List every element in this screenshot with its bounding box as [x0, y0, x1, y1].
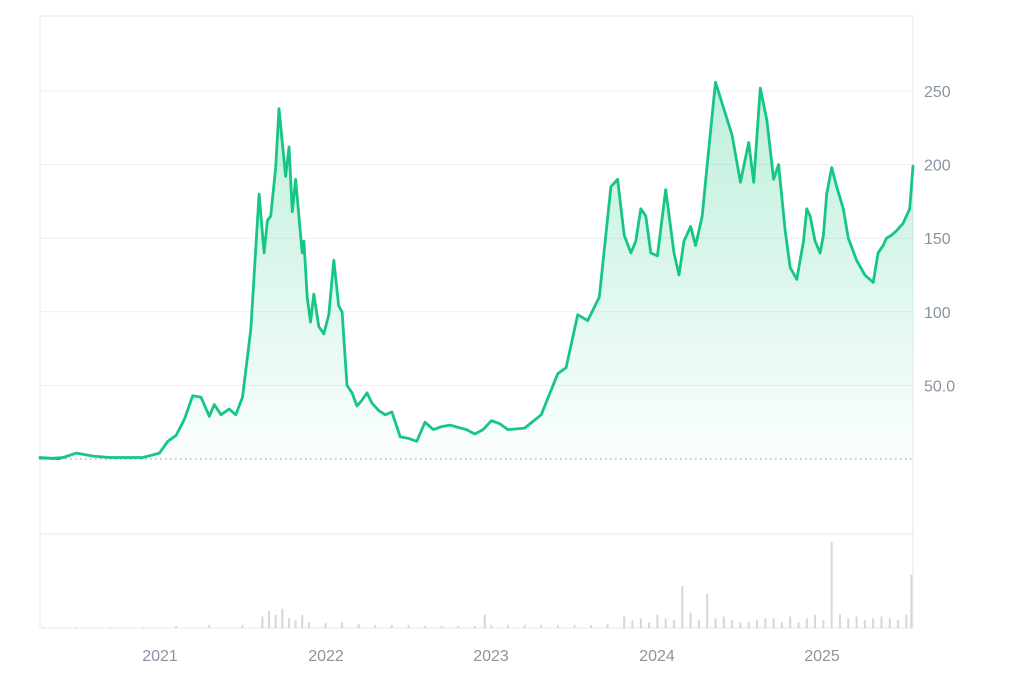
y-tick-label: 100 [924, 305, 951, 322]
volume-bar [523, 625, 526, 628]
volume-bar [830, 542, 833, 628]
volume-bar [483, 614, 486, 628]
volume-bar [175, 626, 178, 628]
volume-bar [42, 627, 45, 628]
volume-bar [573, 625, 576, 628]
price-line [38, 80, 915, 460]
volume-bar [731, 620, 734, 628]
volume-bar [855, 616, 858, 628]
volume-bar [606, 624, 609, 628]
volume-bar [590, 625, 593, 628]
volume-bar [457, 626, 460, 628]
price-area [40, 82, 913, 459]
volume-bar [407, 625, 410, 628]
volume-bar [863, 620, 866, 628]
volume-bar [639, 618, 642, 628]
volume-bar [623, 616, 626, 628]
volume-bar [507, 625, 510, 628]
volume-bar [341, 622, 344, 628]
volume-bar [689, 612, 692, 628]
volume-bar [281, 608, 284, 628]
volume-bar [294, 620, 297, 628]
y-axis-ticks: 250 200 150 100 50.0 [924, 84, 955, 395]
volume-bar [241, 625, 244, 628]
volume-bar [714, 618, 717, 628]
volume-bar [847, 618, 850, 628]
volume-bar [141, 627, 144, 628]
volume-bar [897, 620, 900, 628]
x-axis-ticks: 2021 2022 2023 2024 2025 [142, 648, 840, 665]
volume-bar [673, 620, 676, 628]
volume-bars [42, 542, 913, 628]
volume-bar [755, 620, 758, 628]
volume-bar [374, 625, 377, 628]
volume-bar [880, 616, 883, 628]
volume-bar [556, 625, 559, 628]
volume-bar [473, 626, 476, 628]
x-tick-label: 2024 [639, 648, 675, 665]
volume-bar [287, 618, 290, 628]
volume-bar [747, 622, 750, 628]
x-tick-label: 2025 [804, 648, 840, 665]
volume-bar [301, 614, 304, 628]
volume-bar [805, 618, 808, 628]
volume-bar [75, 627, 78, 628]
volume-bar [872, 618, 875, 628]
volume-bar [274, 614, 277, 628]
volume-bar [706, 593, 709, 628]
volume-bar [905, 614, 908, 628]
volume-bar [764, 618, 767, 628]
volume-bar [772, 618, 775, 628]
volume-bar [814, 614, 817, 628]
y-tick-label: 150 [924, 231, 951, 248]
volume-bar [424, 626, 427, 628]
x-tick-label: 2023 [473, 648, 509, 665]
volume-bar [307, 622, 310, 628]
volume-bar [324, 623, 327, 628]
volume-bar [540, 625, 543, 628]
volume-bar [838, 614, 841, 628]
volume-bar [390, 625, 393, 628]
volume-bar [664, 618, 667, 628]
y-tick-label: 50.0 [924, 378, 955, 395]
volume-bar [888, 618, 891, 628]
y-tick-label: 250 [924, 84, 951, 101]
volume-bar [631, 620, 634, 628]
volume-bar [208, 625, 211, 628]
volume-bar [722, 616, 725, 628]
volume-bar [789, 616, 792, 628]
volume-bar [797, 622, 800, 628]
volume-bar [357, 624, 360, 628]
volume-bar [648, 622, 651, 628]
x-tick-label: 2022 [308, 648, 344, 665]
price-line-group [38, 80, 915, 460]
volume-bar [780, 622, 783, 628]
volume-bar [268, 610, 271, 628]
volume-bar [440, 626, 443, 628]
volume-bar [261, 616, 264, 628]
volume-bar [108, 627, 111, 628]
volume-bar [656, 614, 659, 628]
volume-bar [822, 620, 825, 628]
volume-bar [739, 622, 742, 628]
volume-bar [910, 574, 913, 628]
price-area-fill [40, 82, 913, 459]
volume-bar [490, 625, 493, 628]
y-tick-label: 200 [924, 158, 951, 175]
x-tick-label: 2021 [142, 648, 178, 665]
volume-bar [681, 585, 684, 628]
volume-bar [697, 620, 700, 628]
